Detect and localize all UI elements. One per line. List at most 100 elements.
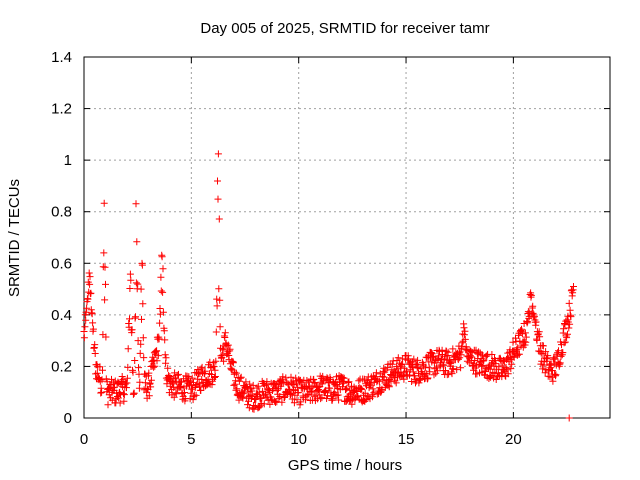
data-point <box>128 326 136 334</box>
data-point <box>186 395 194 403</box>
data-point <box>188 374 196 382</box>
data-point <box>82 316 90 324</box>
data-point <box>218 351 226 359</box>
data-point <box>456 348 464 356</box>
data-point <box>509 338 517 346</box>
data-point <box>318 380 326 388</box>
data-point <box>246 380 254 388</box>
data-point <box>187 389 195 397</box>
data-point <box>89 325 97 333</box>
data-point <box>551 370 559 378</box>
data-point <box>288 395 296 403</box>
data-point <box>498 361 506 369</box>
y-tick-label: 1.2 <box>51 101 72 118</box>
data-point <box>102 333 110 341</box>
data-point <box>504 370 512 378</box>
data-point <box>102 280 109 288</box>
data-point <box>555 347 562 355</box>
data-point <box>342 385 350 393</box>
data-point <box>522 333 530 341</box>
data-point <box>536 333 544 341</box>
data-point <box>444 348 452 356</box>
data-point <box>515 350 523 358</box>
data-point <box>293 396 301 404</box>
data-point <box>224 341 232 349</box>
data-point <box>80 328 88 335</box>
data-point <box>216 296 224 304</box>
data-point <box>287 391 294 399</box>
y-tick-label: 0 <box>64 410 72 427</box>
data-point <box>544 352 552 360</box>
data-point <box>156 310 164 318</box>
data-point <box>461 335 469 343</box>
data-point <box>214 195 222 203</box>
data-point <box>213 295 221 303</box>
data-point <box>255 388 263 396</box>
data-point <box>229 359 237 367</box>
data-point <box>354 392 362 400</box>
data-point <box>392 379 400 387</box>
data-point <box>485 364 492 372</box>
data-point <box>529 302 537 310</box>
data-point <box>114 393 121 400</box>
data-point <box>219 346 227 354</box>
data-point <box>503 366 511 374</box>
data-point <box>478 362 486 370</box>
chart-title: Day 005 of 2025, SRMTID for receiver tam… <box>200 20 489 37</box>
data-point <box>385 383 393 391</box>
data-point <box>516 337 524 345</box>
data-point <box>85 269 93 277</box>
data-point <box>557 352 565 360</box>
data-point <box>80 334 88 342</box>
data-point <box>542 348 550 356</box>
data-point <box>521 329 529 337</box>
data-point <box>157 287 165 295</box>
data-point <box>232 369 240 377</box>
data-point <box>216 323 224 331</box>
data-point <box>127 276 135 284</box>
data-point <box>329 395 337 403</box>
data-point <box>96 377 104 385</box>
data-point <box>159 288 167 296</box>
data-point <box>539 365 547 373</box>
data-point <box>263 378 271 386</box>
data-point <box>185 373 193 381</box>
data-point <box>153 347 161 355</box>
data-point <box>370 389 378 397</box>
data-point <box>198 376 206 383</box>
data-points <box>80 150 577 422</box>
data-point <box>323 395 331 402</box>
data-point <box>375 377 383 385</box>
data-point <box>476 358 484 366</box>
axis-ticks <box>83 56 610 419</box>
data-point <box>145 369 153 377</box>
data-point <box>243 384 251 392</box>
data-point <box>560 325 568 333</box>
data-point <box>160 327 168 335</box>
data-point <box>147 383 155 391</box>
y-tick-label: 0.6 <box>51 255 72 272</box>
data-point <box>453 366 461 374</box>
data-point <box>358 385 366 393</box>
data-point <box>420 362 428 370</box>
data-point <box>479 351 486 359</box>
data-point <box>560 339 568 347</box>
data-point <box>331 390 339 398</box>
data-point <box>282 374 290 382</box>
data-point <box>210 363 218 371</box>
data-point <box>250 405 258 413</box>
data-point <box>318 394 326 402</box>
data-point <box>272 398 279 406</box>
data-point <box>311 379 319 387</box>
data-point <box>449 365 457 373</box>
data-point <box>126 315 133 323</box>
data-point <box>223 342 231 350</box>
data-point <box>517 327 525 334</box>
data-point <box>129 368 137 376</box>
data-point <box>135 364 142 372</box>
data-point <box>559 349 567 357</box>
data-point <box>132 313 139 321</box>
data-point <box>161 336 169 344</box>
data-point <box>482 368 489 376</box>
data-point <box>145 392 153 400</box>
